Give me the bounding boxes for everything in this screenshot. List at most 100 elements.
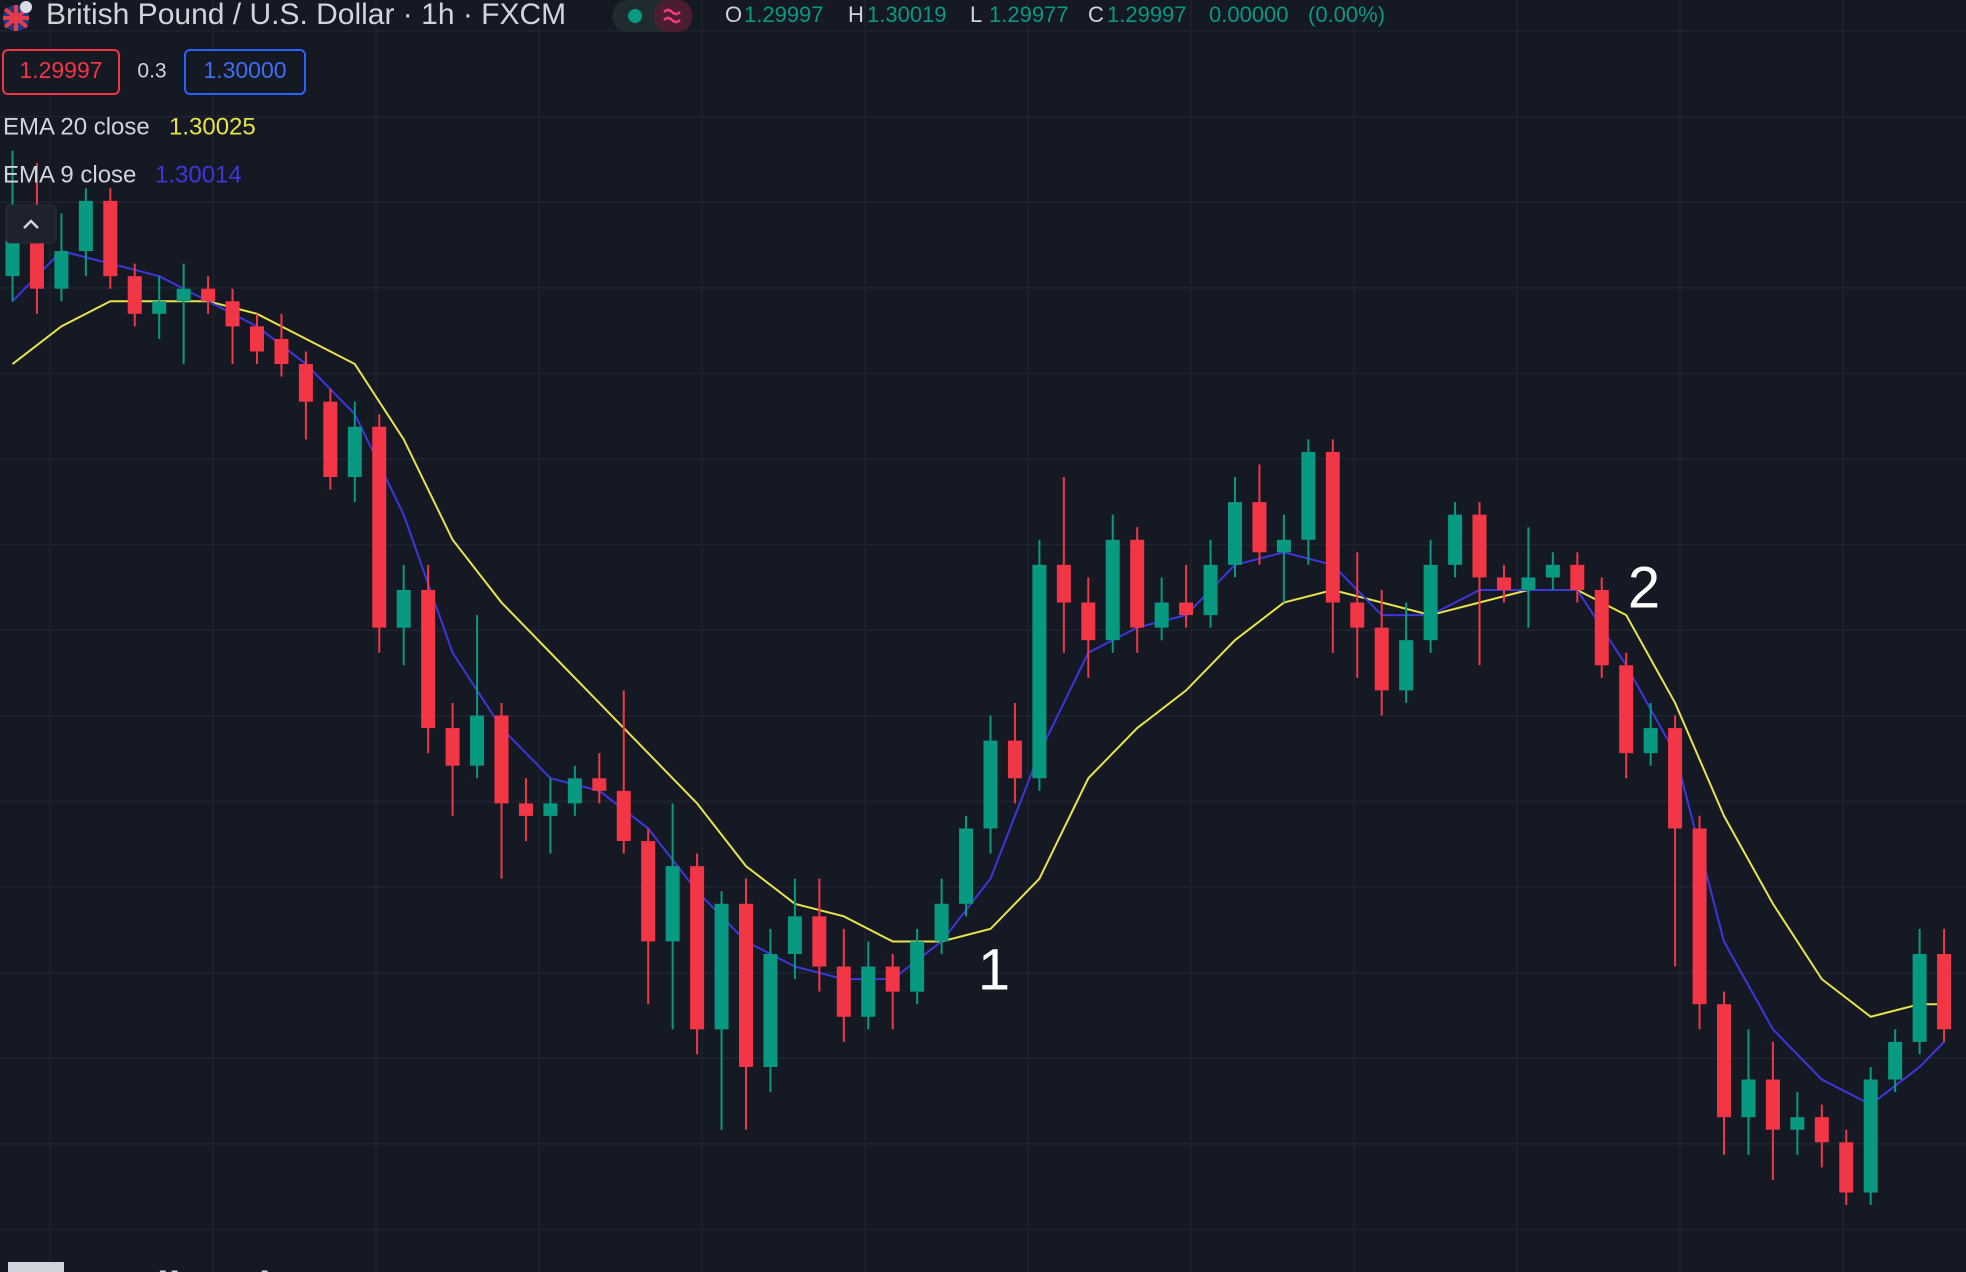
candle-body xyxy=(372,426,387,628)
candle-body xyxy=(1888,1041,1903,1080)
flag-badge xyxy=(20,1,32,13)
candle-body xyxy=(1081,602,1096,641)
indicator-legend: EMA 20 close 1.30025 EMA 9 close 1.30014 xyxy=(3,113,256,244)
indicator-value: 1.30025 xyxy=(169,113,256,140)
candle-body xyxy=(567,778,582,804)
ohlc-value: 1.30019 xyxy=(867,2,947,27)
candle-body xyxy=(959,828,974,904)
candle-body xyxy=(1252,502,1267,553)
trade-buttons: 1.29997 0.3 1.30000 xyxy=(2,49,306,95)
header: British Pound / U.S. Dollar · 1h · FXCM … xyxy=(3,0,1385,32)
candle-body xyxy=(983,740,998,829)
candle-body xyxy=(1668,728,1683,829)
candle-body xyxy=(861,966,876,1017)
candle-body xyxy=(1105,539,1120,641)
candle-body xyxy=(1228,502,1242,565)
candle-body xyxy=(470,715,485,766)
candle-body xyxy=(1692,828,1707,1005)
candle-body xyxy=(176,288,191,302)
candle-body xyxy=(1399,640,1414,691)
candle-body xyxy=(1472,514,1487,578)
candle-body xyxy=(690,866,705,1030)
candle-body xyxy=(1374,627,1389,691)
market-status-dot xyxy=(628,9,642,23)
candle-body xyxy=(127,276,142,314)
candle-body xyxy=(1154,602,1169,628)
candle-body xyxy=(1056,564,1071,603)
symbol-title: British Pound / U.S. Dollar · 1h · FXCM xyxy=(46,0,566,31)
candle-body xyxy=(78,200,93,252)
candle-body xyxy=(1032,564,1047,779)
candle-body xyxy=(201,288,216,302)
buy-button[interactable] xyxy=(184,49,306,95)
candle-body xyxy=(1521,577,1536,590)
ema-line xyxy=(11,300,1945,1018)
candle-body xyxy=(763,954,778,1067)
candle-body xyxy=(347,426,362,477)
candle-body xyxy=(812,916,827,967)
candle-body xyxy=(885,966,900,992)
candle-body xyxy=(1765,1079,1780,1130)
indicator-value: 1.30014 xyxy=(155,161,242,188)
candle-body xyxy=(1570,564,1585,590)
plot-area xyxy=(5,150,1952,1206)
ohlc-letter: O xyxy=(725,2,742,27)
candle-body xyxy=(103,200,118,277)
candle-body xyxy=(1301,451,1316,540)
candle-body xyxy=(225,301,240,327)
chevron-icon xyxy=(23,219,39,229)
ohlc-value: 1.29977 xyxy=(989,2,1069,27)
annotation: 1 xyxy=(978,937,1010,1002)
candle-body xyxy=(152,301,167,314)
candle-body xyxy=(543,803,558,816)
logo-mark xyxy=(8,1262,64,1272)
candle-body xyxy=(1741,1079,1756,1118)
ohlc-value: 1.29997 xyxy=(744,2,824,27)
candle-body xyxy=(518,803,533,816)
candle-body xyxy=(1545,564,1560,578)
candle-body xyxy=(910,941,925,992)
candle-body xyxy=(739,903,753,1067)
ohlc-letter: H xyxy=(848,2,864,27)
candle-body xyxy=(1643,728,1658,754)
sell-button[interactable] xyxy=(2,49,120,95)
candle-body xyxy=(1325,451,1340,603)
candle-body xyxy=(1717,1004,1731,1118)
candle-body xyxy=(1496,577,1511,590)
annotation: 2 xyxy=(1628,555,1660,620)
ema-line xyxy=(11,249,1945,1106)
delay-badge xyxy=(654,0,692,32)
change-percent: (0.00%) xyxy=(1308,2,1385,27)
candle-body xyxy=(1619,665,1634,754)
candle-body xyxy=(1814,1117,1829,1143)
candle-body xyxy=(1423,564,1438,641)
indicator-name[interactable]: EMA 9 close xyxy=(3,161,136,188)
candle-body xyxy=(1130,539,1145,628)
candle-body xyxy=(494,715,509,804)
flag-cross xyxy=(3,5,29,31)
sell-price: 1.29997 xyxy=(19,57,102,83)
candle-body xyxy=(1912,954,1927,1042)
candle-body xyxy=(323,401,338,477)
collapse-button[interactable] xyxy=(5,204,57,244)
indicator-name[interactable]: EMA 20 close xyxy=(3,113,150,140)
change-value: 0.00000 xyxy=(1209,2,1289,27)
candle-body xyxy=(54,251,69,289)
candle-body xyxy=(298,364,313,402)
spread: 0.3 xyxy=(137,60,166,83)
candle-body xyxy=(1007,740,1022,779)
ohlc-value: 1.29997 xyxy=(1107,2,1187,27)
candle-body xyxy=(1937,954,1952,1030)
candle-body xyxy=(1863,1079,1878,1193)
ohlc-letter: L xyxy=(970,2,982,27)
candle-body xyxy=(665,866,680,942)
candle-body xyxy=(836,966,851,1017)
candle-body xyxy=(445,728,460,766)
candle-body xyxy=(1350,602,1365,628)
watermark: TradingView xyxy=(80,1263,327,1272)
ohlc-letter: C xyxy=(1088,2,1104,27)
delay-icon xyxy=(663,8,681,24)
